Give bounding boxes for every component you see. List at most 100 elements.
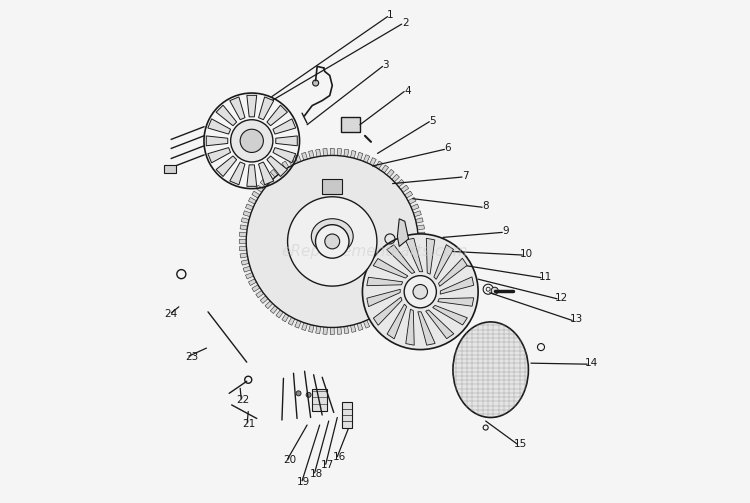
Circle shape [296, 391, 301, 396]
Polygon shape [370, 317, 376, 325]
Text: 4: 4 [404, 86, 411, 96]
Polygon shape [417, 225, 424, 230]
Polygon shape [308, 324, 314, 332]
Polygon shape [276, 136, 297, 146]
Text: 22: 22 [236, 395, 250, 405]
Polygon shape [245, 204, 254, 210]
Bar [322, 179, 342, 194]
Bar [340, 117, 360, 132]
Polygon shape [400, 185, 409, 192]
Text: 16: 16 [333, 452, 346, 462]
Polygon shape [338, 327, 341, 334]
Polygon shape [295, 320, 301, 328]
Polygon shape [404, 191, 412, 198]
Polygon shape [230, 97, 245, 120]
Text: 13: 13 [569, 314, 583, 324]
Polygon shape [267, 105, 287, 126]
Polygon shape [276, 165, 284, 173]
Polygon shape [434, 244, 454, 279]
Polygon shape [413, 211, 422, 217]
Circle shape [231, 120, 273, 162]
Text: 10: 10 [519, 249, 532, 259]
Polygon shape [308, 150, 314, 158]
Text: 7: 7 [462, 171, 469, 181]
Circle shape [362, 234, 478, 350]
Polygon shape [370, 157, 376, 165]
Polygon shape [406, 309, 414, 345]
Polygon shape [418, 312, 435, 345]
Text: 6: 6 [445, 143, 452, 153]
Polygon shape [273, 119, 296, 134]
Polygon shape [411, 204, 419, 210]
Polygon shape [282, 314, 289, 322]
Polygon shape [256, 185, 264, 192]
Polygon shape [330, 327, 334, 334]
Polygon shape [247, 96, 256, 117]
Polygon shape [438, 298, 474, 306]
Polygon shape [357, 152, 363, 160]
Text: 5: 5 [430, 116, 436, 126]
Polygon shape [242, 218, 249, 223]
Polygon shape [387, 304, 406, 339]
Text: 18: 18 [310, 469, 322, 479]
Polygon shape [267, 156, 287, 177]
Polygon shape [302, 152, 307, 160]
Polygon shape [208, 147, 230, 163]
Circle shape [239, 148, 425, 334]
Polygon shape [256, 291, 264, 298]
Circle shape [491, 287, 498, 294]
Polygon shape [243, 211, 251, 217]
Polygon shape [260, 180, 268, 187]
Polygon shape [376, 161, 382, 169]
Text: 9: 9 [503, 226, 509, 236]
Polygon shape [418, 246, 425, 250]
Polygon shape [239, 246, 247, 250]
Text: 20: 20 [283, 455, 296, 465]
Polygon shape [404, 285, 412, 292]
Polygon shape [242, 260, 249, 265]
Text: 1: 1 [387, 10, 394, 20]
Polygon shape [259, 97, 274, 120]
Polygon shape [364, 155, 370, 162]
Polygon shape [239, 239, 246, 243]
Bar [312, 389, 327, 411]
Polygon shape [381, 310, 388, 318]
Polygon shape [330, 148, 334, 155]
Polygon shape [323, 148, 327, 156]
Text: 11: 11 [538, 272, 552, 282]
Polygon shape [350, 150, 356, 158]
Circle shape [306, 392, 311, 397]
Polygon shape [344, 326, 349, 333]
Polygon shape [387, 306, 394, 313]
Polygon shape [252, 285, 260, 292]
Polygon shape [400, 291, 409, 298]
Polygon shape [413, 266, 422, 272]
Polygon shape [408, 279, 416, 286]
Polygon shape [374, 297, 402, 325]
Polygon shape [344, 149, 349, 157]
Polygon shape [273, 147, 296, 163]
Text: 14: 14 [585, 358, 598, 368]
Circle shape [240, 129, 263, 152]
Polygon shape [387, 245, 415, 274]
Polygon shape [323, 327, 327, 334]
Polygon shape [265, 301, 273, 309]
Polygon shape [392, 174, 400, 182]
Polygon shape [230, 162, 245, 185]
Polygon shape [270, 170, 278, 177]
Polygon shape [417, 253, 424, 258]
Polygon shape [440, 277, 474, 294]
Ellipse shape [311, 219, 353, 254]
Polygon shape [216, 105, 237, 126]
Polygon shape [419, 239, 425, 243]
Polygon shape [216, 156, 237, 177]
Text: 8: 8 [482, 201, 489, 211]
Polygon shape [316, 149, 321, 157]
Polygon shape [439, 258, 467, 286]
Polygon shape [252, 191, 260, 198]
Circle shape [404, 276, 436, 308]
Text: 21: 21 [243, 418, 256, 429]
Polygon shape [302, 322, 307, 330]
Polygon shape [433, 305, 467, 325]
Polygon shape [398, 219, 409, 246]
